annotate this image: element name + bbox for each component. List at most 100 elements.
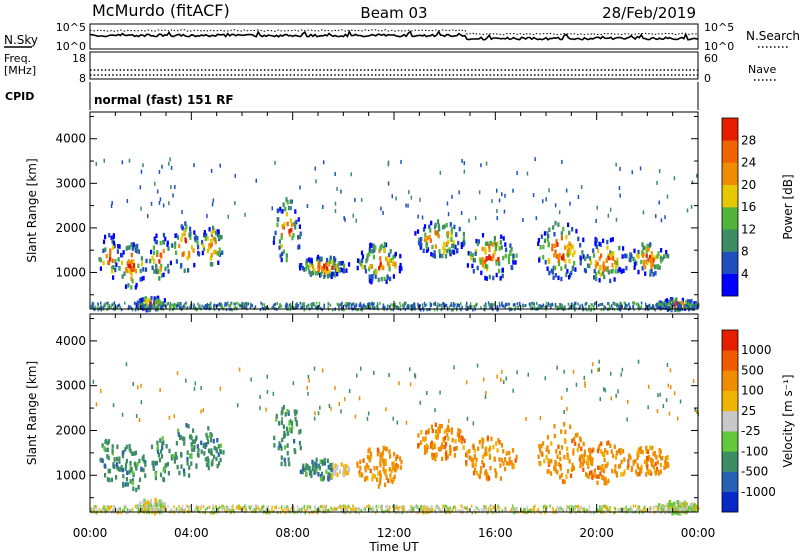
ground-scatter-cell [504,506,507,510]
ground-scatter-cell [504,304,507,308]
echo-cell [127,263,130,269]
echo-cell [203,232,206,238]
echo-speck [95,161,97,166]
echo-speck [619,193,621,198]
echo-cell [586,254,589,259]
echo-speck [591,362,594,367]
echo-cell [111,448,114,454]
echo-cell [560,231,563,236]
echo-cell [504,457,507,462]
echo-cell [498,268,501,274]
ground-scatter-cell [173,511,176,515]
ground-scatter-cell [579,304,581,308]
ground-scatter-cell [677,305,679,309]
echo-cell [547,242,550,248]
echo-speck [322,205,324,209]
echo-cell [124,447,127,452]
echo-cell [283,457,286,463]
ground-scatter-cell [552,506,554,510]
ground-scatter-cell [637,306,639,310]
echo-cell [569,424,572,429]
ground-scatter-cell [125,511,128,515]
ground-scatter-cell [678,308,681,312]
echo-cell [501,267,504,273]
echo-cell [143,502,147,507]
ground-scatter-cell [247,302,250,306]
ground-scatter-cell [673,303,676,307]
echo-cell [283,430,286,436]
ground-scatter-cell [236,301,238,305]
echo-cell [439,447,442,452]
colorbar-tick-label: 25 [741,404,756,418]
echo-cell [177,428,180,434]
echo-cell [161,445,164,451]
echo-speck [299,185,301,190]
ground-scatter-cell [376,508,378,512]
ground-scatter-cell [155,305,158,309]
echo-cell [443,241,446,247]
ground-scatter-cell [303,302,305,306]
ground-scatter-cell [161,511,163,515]
echo-cell [553,265,556,271]
ground-scatter-cell [559,506,561,510]
ground-scatter-cell [559,508,561,512]
echo-cell [430,440,433,446]
ground-scatter-cell [278,305,280,309]
ground-scatter-cell [538,509,540,513]
echo-speck [465,380,468,385]
echo-cell [175,455,178,460]
ground-scatter-cell [600,505,603,509]
echo-speck [321,368,324,373]
echo-cell [670,502,673,508]
echo-cell [667,463,670,468]
ground-scatter-cell [625,303,628,307]
echo-cell [386,275,389,280]
ground-scatter-cell [162,508,165,512]
echo-cell [614,464,617,469]
echo-speck [244,212,246,217]
echo-cell [493,250,496,255]
ground-scatter-cell [399,304,402,308]
ground-scatter-cell [354,304,356,308]
echo-cell [460,439,463,445]
echo-cell [486,241,489,246]
ground-scatter-cell [617,508,620,512]
echo-cell [604,266,607,271]
echo-cell [545,454,548,460]
echo-cell [278,441,281,446]
echo-cell [379,261,382,266]
echo-cell [197,447,200,453]
echo-cell [327,464,330,470]
echo-cell [153,300,156,306]
echo-cell [196,241,199,246]
echo-cell [325,469,328,474]
echo-cell [127,259,130,264]
echo-cell [126,482,129,487]
echo-cell [315,462,318,468]
ground-scatter-cell [194,305,196,309]
echo-cell [346,470,349,476]
echo-cell [128,268,131,274]
echo-cell [471,463,474,468]
echo-speck [315,179,317,184]
ground-scatter-cell [330,506,332,510]
ground-scatter-cell [187,504,189,508]
colorbar-tick-label: 12 [741,222,756,236]
ground-scatter-cell [652,305,655,309]
noise-panel-frame [89,23,699,50]
ground-scatter-cell [220,305,222,309]
echo-cell [287,457,290,462]
echo-cell [180,224,183,229]
echo-speck [569,201,571,206]
ground-scatter-cell [425,303,428,307]
echo-cell [539,245,542,250]
echo-cell [392,255,395,260]
echo-cell [583,267,586,273]
echo-speck [472,421,475,426]
echo-cell [547,258,550,263]
echo-cell [498,440,501,445]
echo-cell [136,243,139,249]
echo-cell [320,265,324,271]
echo-cell [603,274,606,280]
echo-cell [450,227,453,232]
